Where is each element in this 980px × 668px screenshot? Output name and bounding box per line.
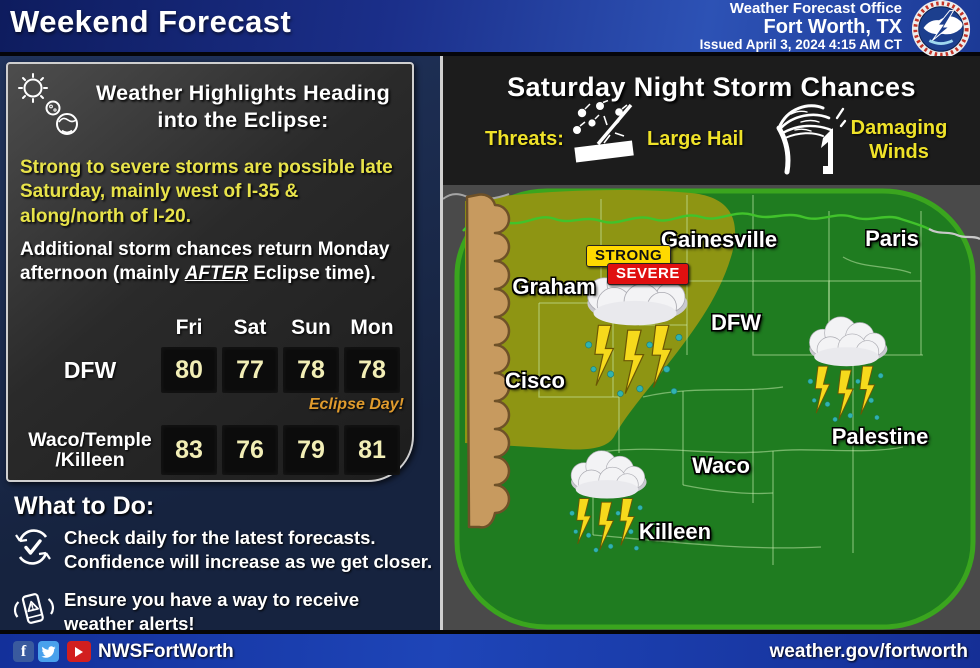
highlights-title: Weather Highlights Heading into the Ecli…: [80, 80, 406, 134]
temperature-table: Fri Sat Sun Mon DFW 80 77 78 78 Waco/Tem…: [24, 314, 400, 475]
storm-chances-panel: Saturday Night Storm Chances Threats: La…: [440, 56, 980, 630]
weather-highlights-box: Weather Highlights Heading into the Ecli…: [6, 62, 414, 482]
temp-cell: 83: [161, 425, 217, 475]
issued-timestamp: Issued April 3, 2024 4:15 AM CT: [699, 36, 902, 52]
footer-bar: f NWSFortWorth weather.gov/fortworth: [0, 630, 980, 668]
temp-cell: 78: [283, 347, 339, 393]
storm-warning-text: Strong to severe storms are possible lat…: [20, 157, 393, 227]
what-to-do-item-2: Ensure you have a way to receive weather…: [64, 589, 360, 634]
temp-cell: 80: [161, 347, 217, 393]
additional-chances-text: Additional storm chances return Monday a…: [20, 238, 404, 287]
column-header-sun: Sun: [291, 316, 331, 339]
hail-icon: [567, 100, 641, 166]
river-line: [462, 212, 930, 232]
highlights-title-line2: into the Eclipse:: [157, 107, 329, 132]
eclipse-day-note: Eclipse Day!: [308, 396, 404, 413]
dryline-symbol: [465, 193, 511, 529]
temp-cell: 76: [222, 425, 278, 475]
additional-pre: Additional storm chances return Monday a…: [20, 239, 390, 285]
column-header-sat: Sat: [233, 316, 267, 339]
page-title: Weekend Forecast: [10, 4, 292, 39]
office-name-line2: Fort Worth, TX: [763, 15, 903, 38]
storm-panel-title: Saturday Night Storm Chances: [507, 72, 916, 102]
what-to-do-item-1: Check daily for the latest forecasts. Co…: [64, 527, 433, 572]
social-handle[interactable]: NWSFortWorth: [98, 641, 234, 662]
after-emphasis: AFTER: [184, 263, 249, 285]
refresh-check-icon: [12, 526, 54, 568]
large-hail-label: Large Hail: [647, 128, 744, 150]
facebook-icon[interactable]: f: [13, 641, 34, 662]
office-name-line1: Weather Forecast Office: [729, 0, 902, 17]
storm-chance-map: [443, 185, 980, 630]
left-column: Weather Highlights Heading into the Ecli…: [0, 56, 440, 634]
eclipse-sun-moon-earth-icon: [16, 72, 82, 138]
twitter-icon[interactable]: [38, 641, 59, 662]
highlights-title-line1: Weather Highlights Heading: [95, 81, 391, 105]
header-bar: Weekend Forecast Weather Forecast Office…: [0, 0, 980, 59]
play-icon: [75, 646, 83, 657]
what-to-do-title: What to Do:: [14, 492, 155, 520]
row-label-dfw: DFW: [63, 356, 117, 383]
threats-label: Threats:: [485, 128, 564, 150]
additional-post: Eclipse time).: [248, 263, 376, 285]
temp-cell: 78: [344, 347, 400, 393]
temp-cell: 79: [283, 425, 339, 475]
office-info: Weather Forecast Office Fort Worth, TX I…: [700, 1, 902, 52]
phone-alert-icon: [12, 588, 54, 630]
temp-cell: 81: [344, 425, 400, 475]
column-header-fri: Fri: [175, 316, 203, 339]
website-url[interactable]: weather.gov/fortworth: [769, 641, 968, 662]
row-label-waco-temple-killeen: Waco/Temple /Killeen: [28, 428, 152, 471]
youtube-icon[interactable]: [67, 641, 91, 662]
temp-cell: 77: [222, 347, 278, 393]
wind-blown-tree-icon: [761, 98, 857, 176]
nws-logo-icon: [910, 0, 972, 60]
column-header-mon: Mon: [350, 316, 394, 339]
river-line-outside: [928, 228, 980, 240]
damaging-winds-label: Damaging Winds: [850, 117, 948, 163]
